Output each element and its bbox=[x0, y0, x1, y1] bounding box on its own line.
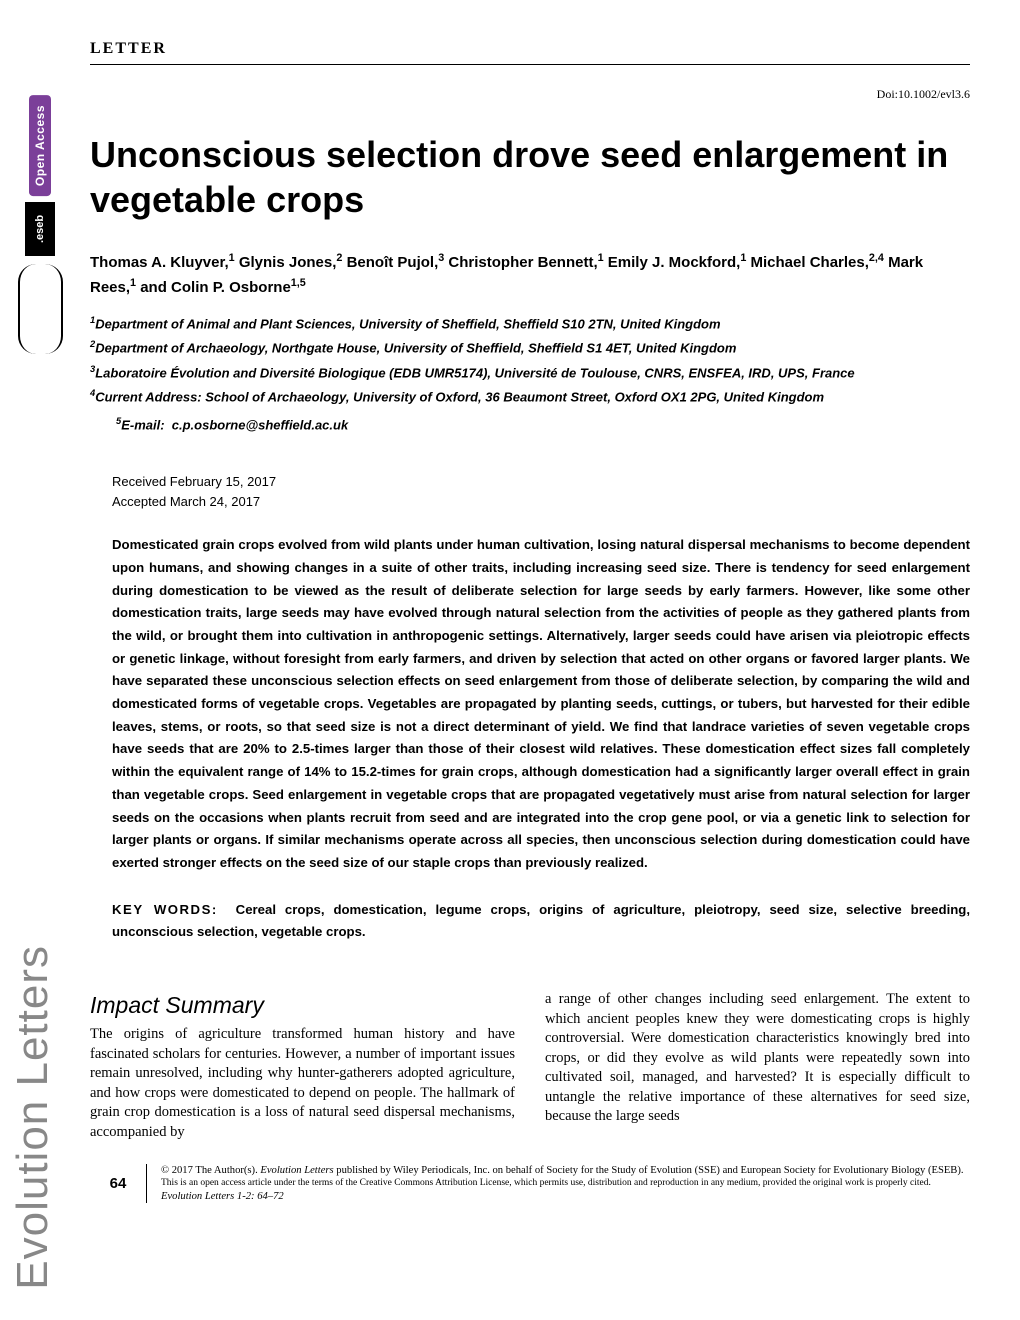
affiliations-block: 1Department of Animal and Plant Sciences… bbox=[90, 312, 970, 410]
footer-divider bbox=[146, 1164, 147, 1202]
keywords-list bbox=[227, 902, 236, 917]
impact-col2-text: a range of other changes including seed … bbox=[545, 991, 970, 1124]
license-line: This is an open access article under the… bbox=[161, 1178, 970, 1190]
impact-col1-text: The origins of agriculture transformed h… bbox=[90, 1026, 515, 1140]
footer-text-block: © 2017 The Author(s). Evolution Letters … bbox=[161, 1164, 970, 1202]
society-logo-icon bbox=[18, 264, 63, 354]
abstract-text: Domesticated grain crops evolved from wi… bbox=[90, 534, 970, 875]
affiliation: 3Laboratoire Évolution and Diversité Bio… bbox=[90, 361, 970, 385]
doi-text: Doi:10.1002/evl3.6 bbox=[90, 87, 970, 102]
manuscript-dates: Received February 15, 2017 Accepted Marc… bbox=[90, 472, 970, 512]
keywords-text: Cereal crops, domestication, legume crop… bbox=[112, 902, 970, 940]
section-label: LETTER bbox=[90, 40, 970, 58]
received-date: Received February 15, 2017 bbox=[112, 472, 970, 492]
right-column: a range of other changes including seed … bbox=[545, 990, 970, 1142]
page-number: 64 bbox=[90, 1164, 146, 1192]
header-rule bbox=[90, 64, 970, 65]
citation-line: Evolution Letters 1-2: 64–72 bbox=[161, 1190, 970, 1203]
affiliation: 4Current Address: School of Archaeology,… bbox=[90, 385, 970, 409]
author-list: Thomas A. Kluyver,1 Glynis Jones,2 Benoî… bbox=[90, 250, 970, 300]
page-footer: 64 © 2017 The Author(s). Evolution Lette… bbox=[90, 1164, 970, 1202]
keywords-label: KEY WORDS: bbox=[112, 902, 218, 917]
body-columns: Impact Summary The origins of agricultur… bbox=[90, 990, 970, 1142]
open-access-badge: Open Access bbox=[29, 95, 51, 196]
journal-name-vertical: Evolution Letters bbox=[8, 945, 58, 1290]
affiliation: 2Department of Archaeology, Northgate Ho… bbox=[90, 336, 970, 360]
article-title: Unconscious selection drove seed enlarge… bbox=[90, 132, 970, 222]
eseb-badge: .eseb bbox=[25, 202, 55, 256]
impact-summary-heading: Impact Summary bbox=[90, 990, 515, 1021]
copyright-line: © 2017 The Author(s). Evolution Letters … bbox=[161, 1164, 970, 1177]
keywords-block: KEY WORDS: Cereal crops, domestication, … bbox=[90, 899, 970, 944]
affiliation: 1Department of Animal and Plant Sciences… bbox=[90, 312, 970, 336]
accepted-date: Accepted March 24, 2017 bbox=[112, 492, 970, 512]
corresponding-email: 5E-mail: c.p.osborne@sheffield.ac.uk bbox=[90, 416, 970, 432]
left-column: Impact Summary The origins of agricultur… bbox=[90, 990, 515, 1142]
